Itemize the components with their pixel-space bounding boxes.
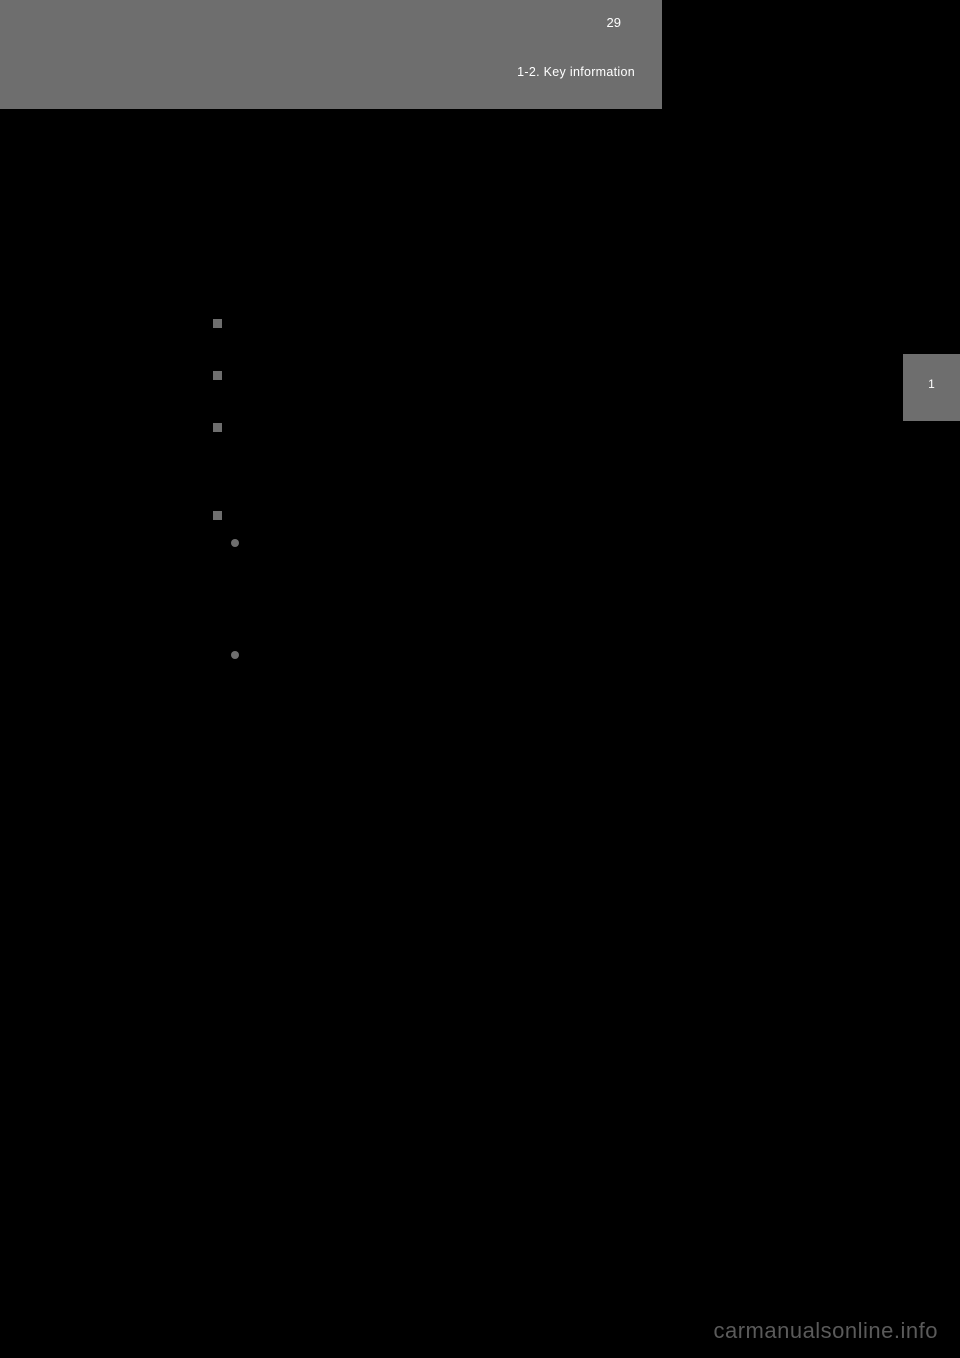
- square-bullet-icon: [213, 511, 222, 520]
- sub-title: Vehicles without smart key system: [247, 540, 415, 552]
- circle-bullet-icon: [231, 539, 239, 547]
- watermark: carmanualsonline.info: [713, 1318, 938, 1344]
- sub-item: Vehicles with smart key system When bring…: [231, 648, 735, 734]
- divider: [205, 293, 740, 296]
- square-bullet-icon: [213, 423, 222, 432]
- section-item: Panic mode →P. 33: [213, 316, 735, 352]
- section-ref: →P. 33: [231, 340, 735, 352]
- content-sections: Panic mode →P. 33 Conditions affecting ope…: [213, 316, 735, 749]
- section-body: Starting the engine: →P. 413 Starting th…: [231, 444, 735, 492]
- sub-title: Vehicles with smart key system: [247, 652, 399, 664]
- sub-item: Vehicles without smart key system When br…: [231, 536, 735, 638]
- section-title: Panic mode: [230, 316, 293, 330]
- section-item: Conditions affecting operation →P. 411: [213, 368, 735, 404]
- square-bullet-icon: [213, 371, 222, 380]
- section-title: If the electronic key battery is dischar…: [230, 420, 447, 434]
- section-label: 1-2. Key information: [517, 65, 635, 79]
- sub-body: When bringing an electronic key onto an …: [247, 670, 735, 734]
- section-ref: →P. 411: [231, 392, 735, 404]
- circle-bullet-icon: [231, 651, 239, 659]
- section-title: When riding in an aircraft: [230, 508, 363, 522]
- section-item: If the electronic key battery is dischar…: [213, 420, 735, 492]
- page-number: 29: [607, 15, 621, 30]
- square-bullet-icon: [213, 319, 222, 328]
- sub-body: When bringing a wireless remote control …: [247, 558, 735, 638]
- chapter-tab: 1: [903, 354, 960, 421]
- header-bar: 29 1-2. Key information: [0, 0, 662, 109]
- section-title: Conditions affecting operation: [230, 368, 389, 382]
- section-item: When riding in an aircraft Vehicles witho…: [213, 508, 735, 733]
- chapter-tab-number: 1: [928, 377, 935, 391]
